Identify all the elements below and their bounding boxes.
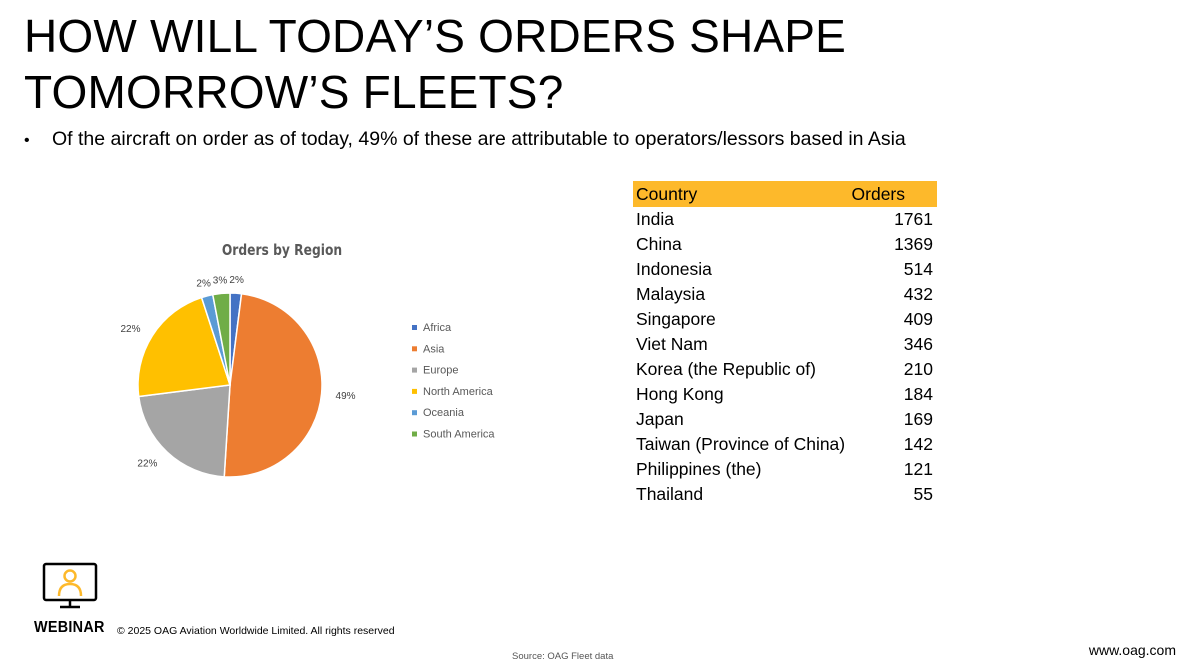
table-row: Thailand 55 (633, 482, 937, 507)
legend-entry: North America (423, 386, 494, 398)
pie-chart: Orders by Region 2% 49% 22% 22% 2% 3% Africa Asi… (90, 232, 530, 492)
data-label: 2% (196, 278, 211, 289)
pie-chart-svg: Orders by Region 2% 49% 22% 22% 2% 3% Africa Asi… (120, 242, 495, 478)
country-cell: Singapore (636, 309, 716, 329)
country-cell: Korea (the Republic of) (636, 359, 816, 379)
data-label: 3% (213, 275, 228, 286)
table-row: Philippines (the) 121 (633, 457, 937, 482)
orders-cell: 184 (903, 384, 933, 404)
table-header-row: Country Orders (633, 181, 937, 207)
country-cell: Viet Nam (636, 334, 708, 354)
orders-cell: 169 (903, 409, 933, 429)
table-row: Korea (the Republic of) 210 (633, 357, 937, 382)
data-label: 22% (120, 324, 140, 335)
chart-title: Orders by Region (222, 242, 342, 259)
orders-cell: 346 (903, 334, 933, 354)
legend-swatch (412, 431, 417, 437)
orders-cell: 409 (903, 309, 933, 329)
country-cell: Thailand (636, 484, 704, 504)
table-row: Taiwan (Province of China) 142 (633, 432, 937, 457)
country-cell: China (636, 234, 682, 254)
source-note: Source: OAG Fleet data (512, 651, 614, 662)
table-row: Malaysia 432 (633, 282, 937, 307)
data-label: 22% (137, 458, 157, 469)
data-label: 49% (336, 391, 356, 402)
table-row: Hong Kong 184 (633, 382, 937, 407)
table-row: China 1369 (633, 232, 937, 257)
pie-slice-europe (137, 384, 231, 478)
pie-slice-north-america (137, 296, 231, 398)
legend-entry: Oceania (423, 407, 465, 419)
country-cell: Japan (636, 409, 684, 429)
country-cell: Philippines (the) (636, 459, 762, 479)
legend-entry: Asia (423, 343, 445, 355)
legend-entry: South America (423, 429, 495, 441)
legend-swatch (412, 346, 417, 352)
bullet-text: Of the aircraft on order as of today, 49… (52, 128, 906, 150)
orders-cell: 142 (903, 434, 933, 454)
orders-cell: 1369 (894, 234, 933, 254)
webinar-monitor-icon (42, 562, 98, 609)
table-row: Indonesia 514 (633, 257, 937, 282)
data-label: 2% (229, 275, 244, 286)
country-cell: Hong Kong (636, 384, 724, 404)
webinar-label: WEBINAR (34, 619, 105, 636)
orders-cell: 432 (903, 284, 933, 304)
copyright-text: © 2025 OAG Aviation Worldwide Limited. A… (117, 625, 395, 637)
legend-swatch (412, 367, 417, 373)
orders-cell: 1761 (894, 209, 933, 229)
legend-swatch (412, 325, 417, 330)
orders-cell: 514 (903, 259, 933, 279)
person-body (57, 582, 83, 597)
legend-swatch (412, 410, 417, 416)
pie-slice-south-america (211, 292, 231, 386)
orders-cell: 55 (913, 484, 933, 504)
country-cell: India (636, 209, 674, 229)
person-head (63, 569, 77, 583)
legend-entry: Europe (423, 365, 458, 377)
header-country: Country (633, 181, 849, 207)
table-row: Viet Nam 346 (633, 332, 937, 357)
header-orders: Orders (848, 181, 937, 207)
legend-swatch (412, 388, 417, 394)
pie-slice-asia (223, 292, 323, 478)
bullet-marker: • (24, 132, 30, 149)
legend-entry: Africa (423, 322, 452, 334)
table-row: Singapore 409 (633, 307, 937, 332)
country-cell: Indonesia (636, 259, 712, 279)
table-row: Japan 169 (633, 407, 937, 432)
bullet-point: • Of the aircraft on order as of today, … (24, 126, 984, 154)
slide-title: HOW WILL TODAY’S ORDERS SHAPE TOMORROW’S… (24, 10, 847, 118)
country-cell: Malaysia (636, 284, 706, 304)
table-row: India 1761 (633, 207, 937, 232)
orders-cell: 121 (903, 459, 933, 479)
orders-table: Country Orders India 1761 China 1369 Indones… (633, 181, 937, 507)
website-link[interactable]: www.oag.com (1088, 642, 1176, 658)
orders-cell: 210 (903, 359, 933, 379)
country-cell: Taiwan (Province of China) (636, 434, 846, 454)
